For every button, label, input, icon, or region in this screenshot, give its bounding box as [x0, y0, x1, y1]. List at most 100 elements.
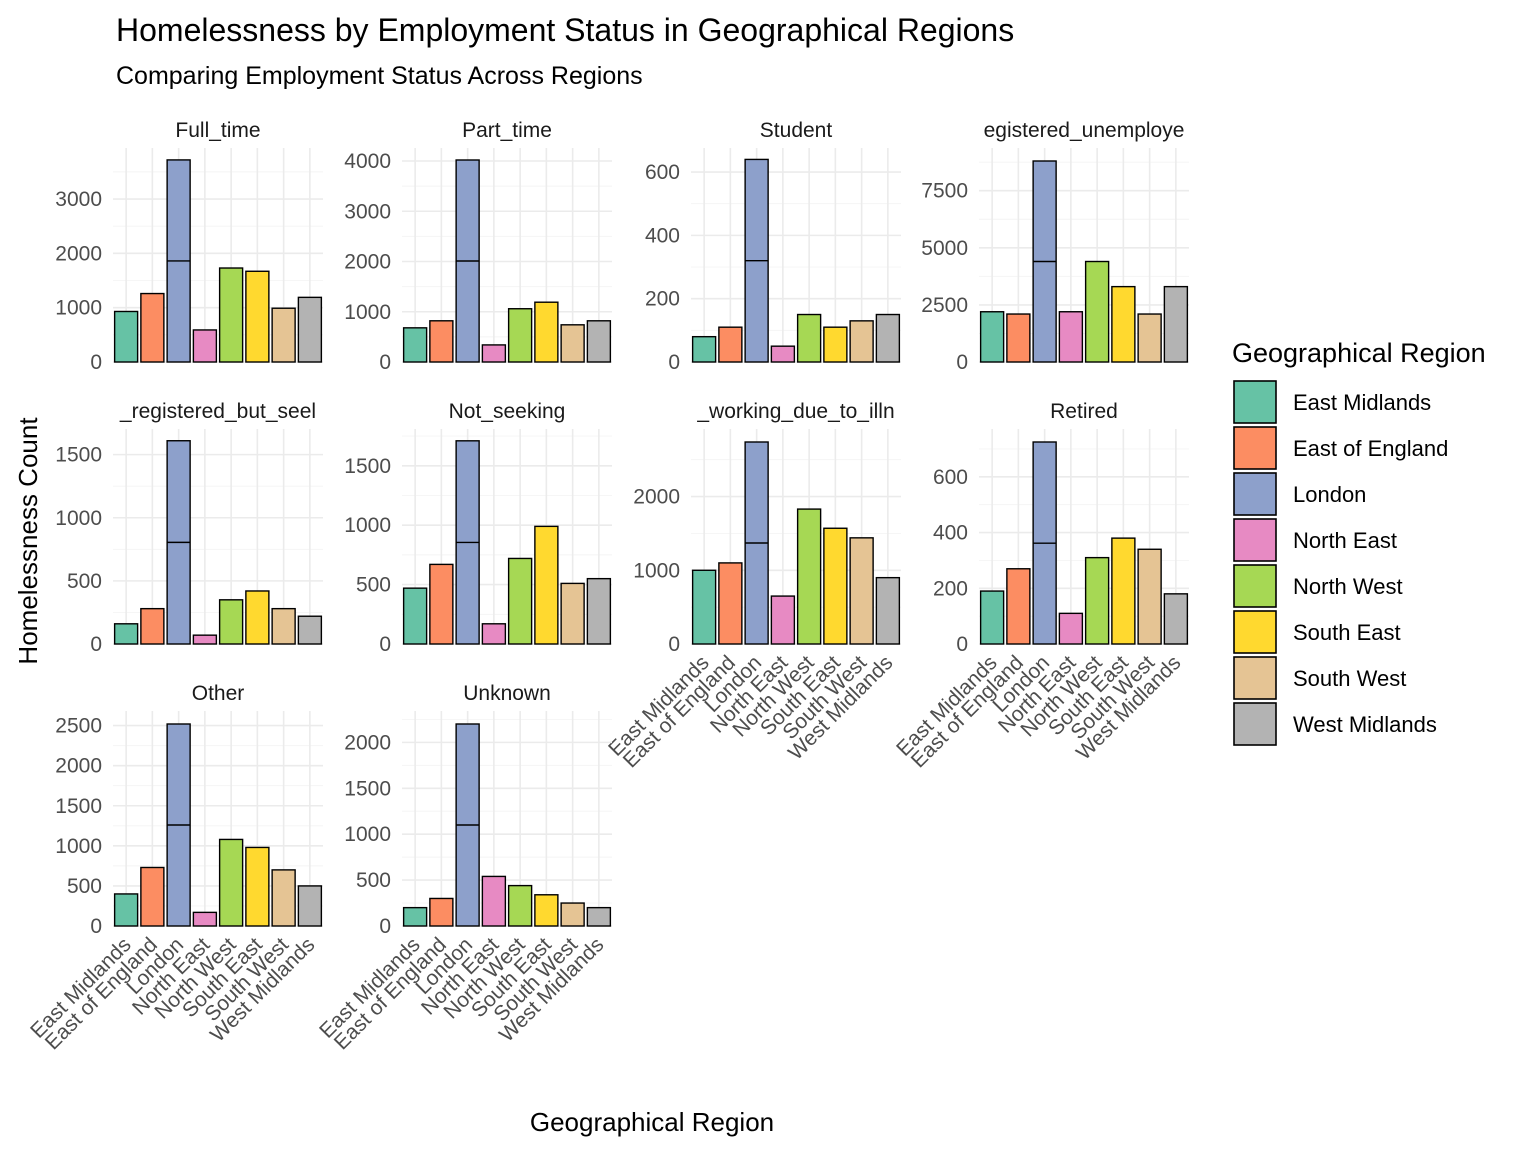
y-tick-label: 1000 — [55, 297, 102, 320]
y-tick-label: 2500 — [55, 715, 102, 738]
y-tick-label: 1500 — [344, 777, 391, 800]
bar-north-east — [192, 634, 218, 645]
y-tick-label: 0 — [956, 351, 968, 374]
bar-north-west — [1084, 260, 1110, 363]
y-tick-label: 1500 — [55, 444, 102, 467]
y-tick-label: 0 — [668, 351, 680, 374]
y-tick-label: 500 — [67, 875, 102, 898]
legend-swatch — [1233, 518, 1277, 562]
bar-south-east — [245, 846, 270, 927]
y-tick-label: 0 — [90, 351, 102, 374]
bar-west-midlands — [297, 885, 323, 927]
y-tick-label: 0 — [379, 351, 391, 374]
y-tick-label: 200 — [645, 288, 680, 311]
bar-north-west — [218, 838, 244, 927]
legend-entry-north-west: North West — [1233, 564, 1403, 608]
bar-south-west — [1137, 548, 1162, 645]
bar-east-midlands — [113, 310, 139, 363]
bar-south-east — [534, 301, 559, 363]
legend-entry-south-west: South West — [1233, 656, 1406, 700]
legend-label: South East — [1293, 620, 1401, 645]
legend-swatch — [1233, 472, 1277, 516]
bar-north-east — [481, 344, 507, 363]
y-tick-label: 400 — [645, 224, 680, 247]
x-axis-title: Geographical Region — [530, 1107, 774, 1137]
bar-east-midlands — [979, 311, 1005, 363]
legend-label: South West — [1293, 666, 1406, 691]
legend-label: East of England — [1293, 436, 1448, 461]
bar-north-east — [770, 345, 796, 363]
y-tick-label: 0 — [379, 633, 391, 656]
bar-south-east — [1111, 285, 1136, 363]
legend-entry-west-midlands: West Midlands — [1233, 702, 1437, 746]
bar-north-east — [481, 875, 507, 927]
facet-part-time: Part_time 0 1000 2000 3000 4000 — [344, 119, 612, 374]
y-tick-label: 0 — [90, 633, 102, 656]
y-tick-label: 1500 — [55, 795, 102, 818]
y-tick-label: 5000 — [921, 237, 968, 260]
bar-east-of-england — [429, 320, 454, 363]
bar-south-east — [1111, 537, 1136, 645]
y-tick-label: 1000 — [55, 835, 102, 858]
bar-east-midlands — [691, 569, 717, 645]
bar-south-west — [849, 537, 874, 645]
y-tick-label: 500 — [67, 570, 102, 593]
bar-east-midlands — [402, 906, 428, 927]
bar-north-west — [796, 313, 822, 363]
bar-west-midlands — [586, 906, 612, 927]
bar-south-east — [245, 590, 270, 645]
bar-east-midlands — [402, 327, 428, 363]
legend-swatch — [1233, 564, 1277, 608]
bar-east-midlands — [691, 335, 717, 363]
bar-south-east — [534, 525, 559, 645]
facet-label: Other — [192, 682, 245, 705]
legend-swatch — [1233, 380, 1277, 424]
legend-entry-north-east: North East — [1233, 518, 1397, 562]
bar-north-east — [192, 329, 218, 363]
bar-east-midlands — [113, 623, 139, 645]
y-tick-label: 400 — [933, 522, 968, 545]
facet-label: Not_seeking — [449, 400, 566, 423]
bar-south-west — [1137, 313, 1162, 363]
facet-label: Unknown — [463, 682, 551, 705]
bar-east-of-england — [429, 563, 454, 645]
y-tick-label: 4000 — [344, 150, 391, 173]
legend-label: West Midlands — [1293, 712, 1437, 737]
bar-north-west — [507, 308, 533, 363]
legend-entry-east-of-england: East of England — [1233, 426, 1448, 470]
y-tick-label: 2000 — [344, 731, 391, 754]
y-axis-title: Homelessness Count — [13, 417, 43, 665]
facet-label: egistered_unemploye — [984, 119, 1185, 142]
bar-south-east — [245, 270, 270, 363]
legend-label: East Midlands — [1293, 390, 1431, 415]
facet-not-seeking: Not_seeking 0 500 1000 1500 — [344, 400, 612, 656]
bar-west-midlands — [875, 313, 901, 363]
legend: Geographical Region East Midlands East of… — [1232, 338, 1486, 746]
facet-label: Part_time — [462, 119, 552, 142]
facet-registered-but-seel: _registered_but_seel 0 500 1000 1500 — [55, 400, 323, 656]
y-tick-label: 500 — [356, 574, 391, 597]
facet-label: _registered_but_seel — [119, 400, 316, 423]
facet-panels: Full_time0100020003000Part_time010002000… — [26, 119, 1189, 1054]
legend-swatch — [1233, 702, 1277, 746]
bar-north-east — [1058, 311, 1084, 363]
bar-south-west — [560, 324, 585, 363]
bar-south-west — [271, 869, 296, 927]
bar-south-west — [560, 582, 585, 645]
bar-east-of-england — [1006, 568, 1031, 645]
bar-south-west — [271, 607, 296, 645]
y-tick-label: 2000 — [55, 242, 102, 265]
bar-east-of-england — [718, 326, 743, 363]
y-tick-label: 7500 — [921, 180, 968, 203]
bar-north-west — [1084, 556, 1110, 645]
bar-north-east — [192, 911, 218, 927]
y-tick-label: 0 — [90, 915, 102, 938]
legend-entry-london: London — [1233, 472, 1366, 516]
bar-north-east — [481, 623, 507, 645]
y-tick-label: 2000 — [344, 251, 391, 274]
y-tick-label: 3000 — [55, 188, 102, 211]
bar-east-midlands — [113, 893, 139, 927]
